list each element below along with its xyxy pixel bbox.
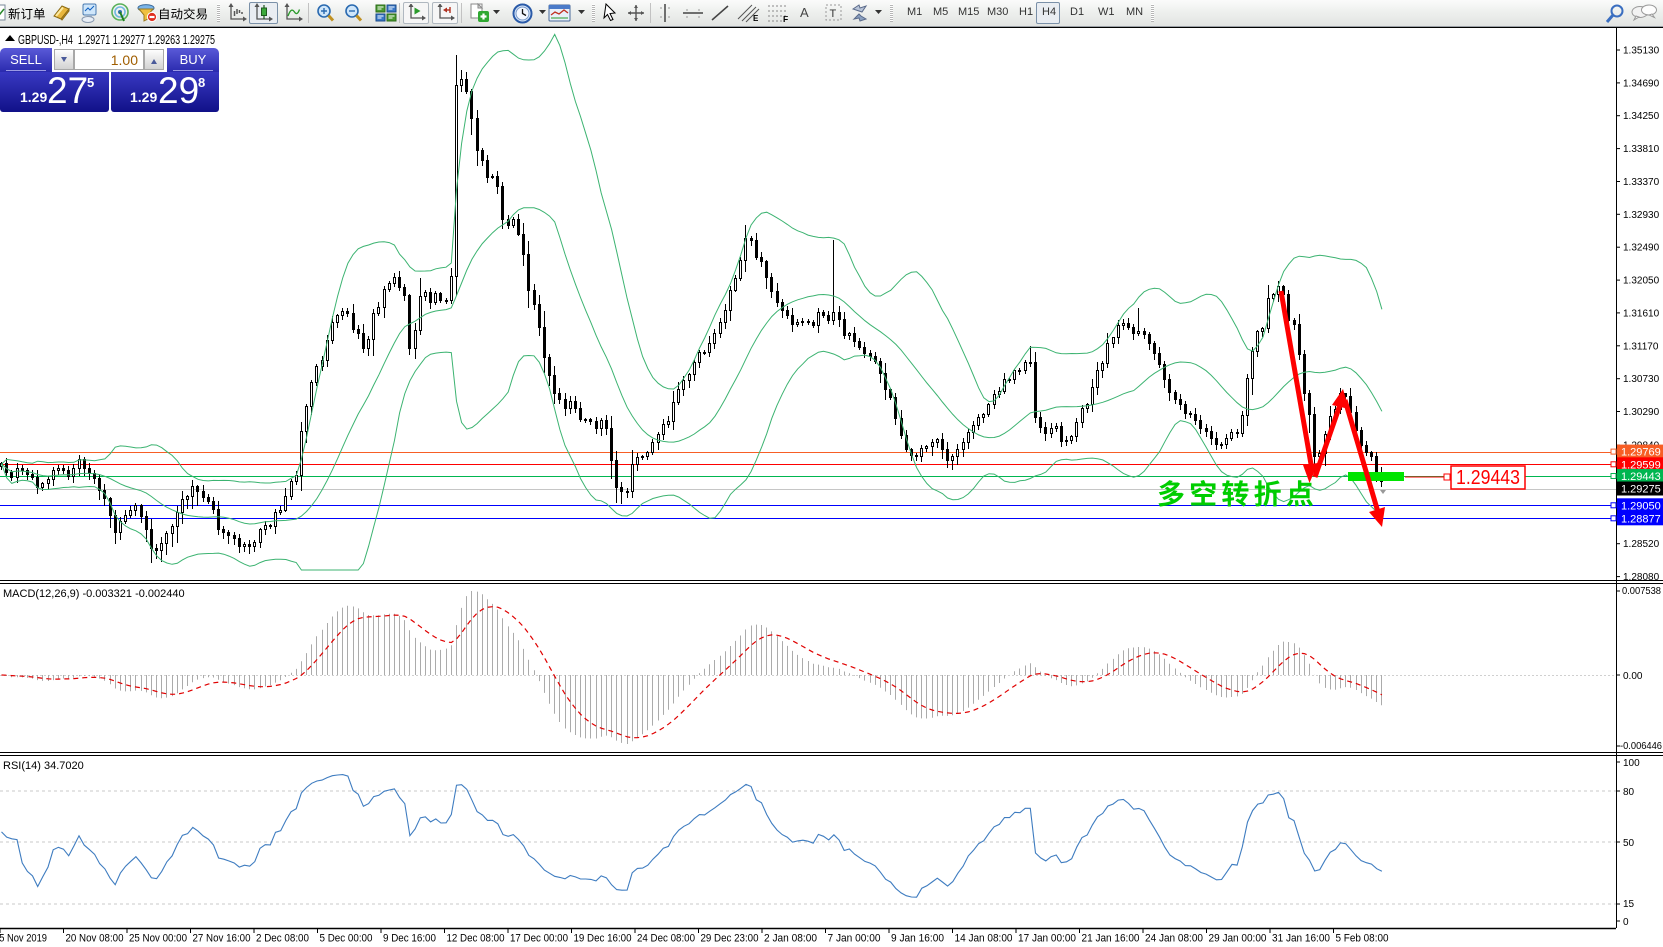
svg-text:RSI(14) 34.7020: RSI(14) 34.7020 [3,760,84,772]
svg-text:17 Jan 00:00: 17 Jan 00:00 [1018,933,1076,945]
svg-text:1.29050: 1.29050 [1621,500,1661,512]
svg-text:1.30730: 1.30730 [1623,374,1660,385]
svg-text:14 Jan 08:00: 14 Jan 08:00 [955,933,1013,945]
svg-text:15 Nov 2019: 15 Nov 2019 [0,933,47,945]
svg-text:100: 100 [1623,758,1640,769]
svg-text:1.28877: 1.28877 [1621,513,1661,525]
svg-text:5 Feb 08:00: 5 Feb 08:00 [1336,933,1389,945]
svg-text:2 Dec 08:00: 2 Dec 08:00 [256,933,309,945]
svg-text:GBPUSD-,H4 1.29271 1.29277 1.: GBPUSD-,H4 1.29271 1.29277 1.29263 1.292… [18,33,215,47]
svg-text:F: F [783,14,788,23]
svg-text:MACD(12,26,9) -0.003321 -0.002: MACD(12,26,9) -0.003321 -0.002440 [3,588,185,600]
svg-text:1.32490: 1.32490 [1623,243,1660,254]
svg-text:1.32930: 1.32930 [1623,210,1660,221]
svg-text:E: E [753,14,759,23]
svg-text:31 Jan 16:00: 31 Jan 16:00 [1272,933,1330,945]
svg-text:1.32050: 1.32050 [1623,276,1660,287]
svg-text:1.33810: 1.33810 [1623,144,1660,155]
svg-text:19 Dec 16:00: 19 Dec 16:00 [574,933,632,945]
svg-text:24 Dec 08:00: 24 Dec 08:00 [637,933,695,945]
svg-text:T: T [830,8,837,20]
svg-text:1.29599: 1.29599 [1621,459,1661,471]
svg-text:20 Nov 08:00: 20 Nov 08:00 [66,933,124,945]
svg-text:1.35130: 1.35130 [1623,46,1660,57]
svg-text:50: 50 [1623,838,1635,849]
svg-text:1.31170: 1.31170 [1623,341,1659,352]
svg-text:17 Dec 00:00: 17 Dec 00:00 [510,933,568,945]
svg-text:0.00: 0.00 [1623,671,1643,682]
svg-text:2 Jan 08:00: 2 Jan 08:00 [764,933,817,945]
svg-text:7 Jan 00:00: 7 Jan 00:00 [828,933,881,945]
svg-text:21 Jan 16:00: 21 Jan 16:00 [1082,933,1140,945]
svg-text:9 Dec 16:00: 9 Dec 16:00 [383,933,436,945]
svg-text:80: 80 [1623,787,1635,798]
svg-text:1.28520: 1.28520 [1623,539,1660,550]
svg-text:29 Jan 00:00: 29 Jan 00:00 [1209,933,1267,945]
svg-text:29 Dec 23:00: 29 Dec 23:00 [701,933,759,945]
svg-text:1.29443: 1.29443 [1456,467,1520,489]
svg-text:5 Dec 00:00: 5 Dec 00:00 [320,933,373,945]
svg-text:9 Jan 16:00: 9 Jan 16:00 [891,933,944,945]
svg-text:1.34250: 1.34250 [1623,111,1660,122]
svg-text:1.29275: 1.29275 [1621,484,1661,496]
svg-text:1.34690: 1.34690 [1623,78,1660,89]
svg-text:25 Nov 00:00: 25 Nov 00:00 [129,933,187,945]
svg-text:1.31610: 1.31610 [1623,308,1660,319]
svg-text:12 Dec 08:00: 12 Dec 08:00 [447,933,505,945]
svg-text:1.28080: 1.28080 [1623,572,1660,583]
svg-text:24 Jan 08:00: 24 Jan 08:00 [1145,933,1203,945]
svg-text:1.33370: 1.33370 [1623,177,1660,188]
svg-text:-0.006446: -0.006446 [1620,741,1662,752]
svg-text:1.29443: 1.29443 [1621,471,1661,483]
svg-text:0.007538: 0.007538 [1622,586,1661,597]
svg-text:0: 0 [1623,917,1629,928]
svg-text:15: 15 [1623,899,1635,910]
svg-text:27 Nov 16:00: 27 Nov 16:00 [193,933,251,945]
svg-text:1.30290: 1.30290 [1623,407,1660,418]
svg-text:1.29769: 1.29769 [1621,447,1661,459]
